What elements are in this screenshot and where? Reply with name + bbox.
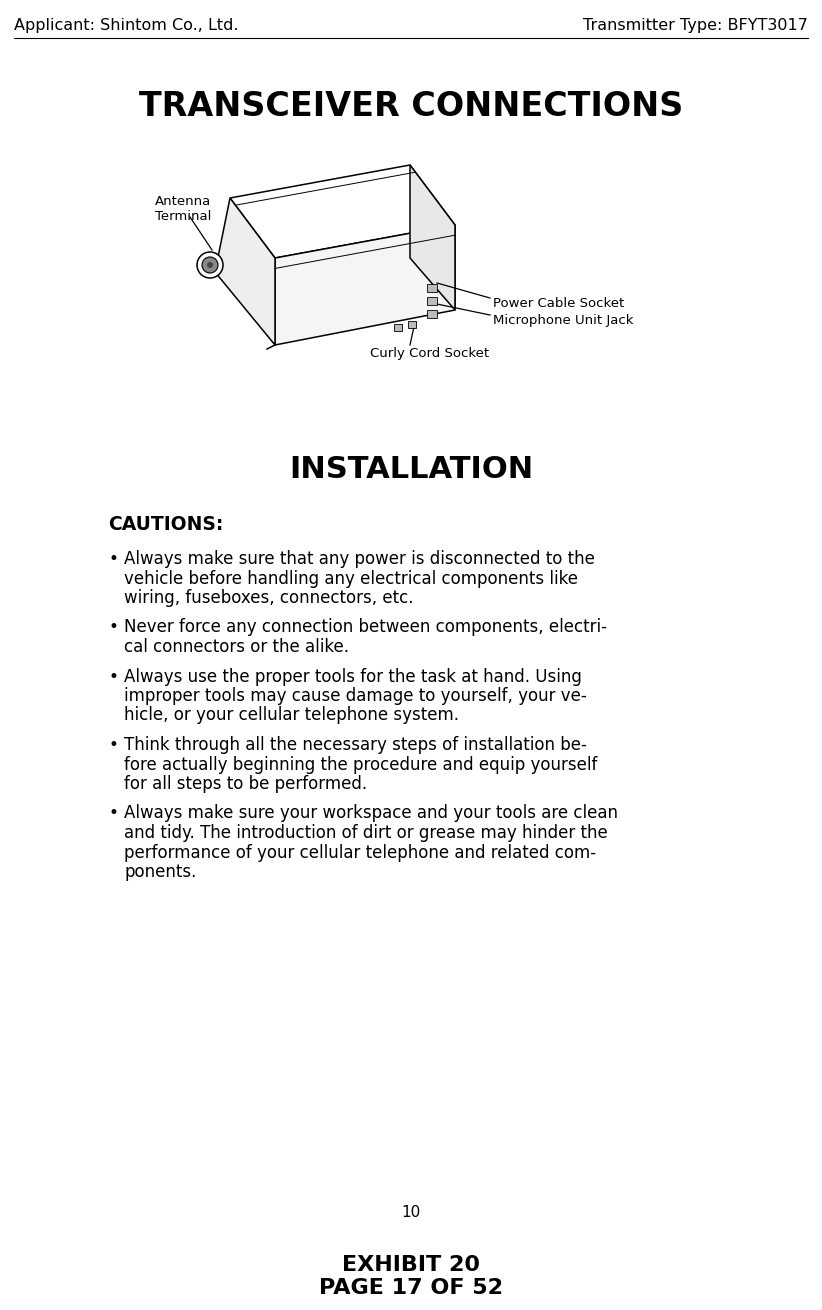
Text: •: • (108, 668, 118, 685)
Polygon shape (275, 225, 455, 345)
Text: performance of your cellular telephone and related com-: performance of your cellular telephone a… (124, 844, 596, 862)
Text: ponents.: ponents. (124, 863, 196, 882)
Text: Always make sure that any power is disconnected to the: Always make sure that any power is disco… (124, 550, 595, 569)
Text: vehicle before handling any electrical components like: vehicle before handling any electrical c… (124, 570, 578, 587)
Text: •: • (108, 550, 118, 569)
Polygon shape (230, 165, 455, 258)
Text: Microphone Unit Jack: Microphone Unit Jack (493, 314, 634, 328)
Text: •: • (108, 804, 118, 823)
Text: cal connectors or the alike.: cal connectors or the alike. (124, 638, 349, 656)
Text: fore actually beginning the procedure and equip yourself: fore actually beginning the procedure an… (124, 756, 598, 773)
Polygon shape (215, 198, 275, 345)
Text: Antenna
Terminal: Antenna Terminal (155, 195, 211, 223)
Text: Think through all the necessary steps of installation be-: Think through all the necessary steps of… (124, 736, 587, 755)
Text: Never force any connection between components, electri-: Never force any connection between compo… (124, 618, 607, 637)
Circle shape (197, 252, 223, 278)
Circle shape (207, 262, 213, 269)
Bar (427, 297, 437, 305)
Text: Transmitter Type: BFYT3017: Transmitter Type: BFYT3017 (583, 18, 808, 33)
Bar (427, 284, 437, 292)
Text: Power Cable Socket: Power Cable Socket (493, 297, 624, 310)
Text: INSTALLATION: INSTALLATION (289, 455, 533, 483)
Bar (408, 321, 416, 328)
Text: Always make sure your workspace and your tools are clean: Always make sure your workspace and your… (124, 804, 618, 823)
Text: Curly Cord Socket: Curly Cord Socket (370, 347, 489, 360)
Text: and tidy. The introduction of dirt or grease may hinder the: and tidy. The introduction of dirt or gr… (124, 824, 607, 842)
Text: EXHIBIT 20: EXHIBIT 20 (342, 1255, 480, 1275)
Text: wiring, fuseboxes, connectors, etc.: wiring, fuseboxes, connectors, etc. (124, 590, 413, 607)
Text: •: • (108, 736, 118, 755)
Text: for all steps to be performed.: for all steps to be performed. (124, 776, 367, 793)
Polygon shape (410, 165, 455, 310)
Text: hicle, or your cellular telephone system.: hicle, or your cellular telephone system… (124, 706, 459, 724)
Text: •: • (108, 618, 118, 637)
Text: CAUTIONS:: CAUTIONS: (108, 515, 224, 534)
Circle shape (202, 257, 218, 272)
Text: Applicant: Shintom Co., Ltd.: Applicant: Shintom Co., Ltd. (14, 18, 238, 33)
Text: improper tools may cause damage to yourself, your ve-: improper tools may cause damage to yours… (124, 686, 587, 705)
Bar (394, 324, 402, 331)
Bar (427, 310, 437, 318)
Text: PAGE 17 OF 52: PAGE 17 OF 52 (319, 1279, 503, 1298)
Text: Always use the proper tools for the task at hand. Using: Always use the proper tools for the task… (124, 668, 582, 685)
Text: TRANSCEIVER CONNECTIONS: TRANSCEIVER CONNECTIONS (139, 90, 683, 123)
Text: 10: 10 (401, 1205, 421, 1220)
